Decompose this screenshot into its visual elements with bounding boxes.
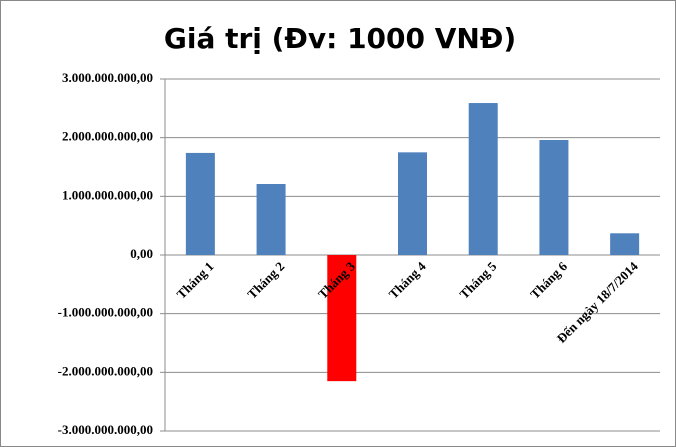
y-tick-label: -3.000.000.000,00 <box>58 422 153 437</box>
y-tick-label: -1.000.000.000,00 <box>58 305 153 320</box>
bar <box>610 233 640 255</box>
bar <box>398 152 427 255</box>
bar <box>539 140 569 255</box>
bar <box>185 152 215 255</box>
y-tick-label: 0,00 <box>130 246 153 261</box>
chart-title: Giá trị (Đv: 1000 VNĐ) <box>164 22 516 55</box>
bar <box>327 255 357 382</box>
y-tick-label: 2.000.000.000,00 <box>62 129 153 144</box>
bar <box>256 184 286 255</box>
y-tick-label: 1.000.000.000,00 <box>62 187 153 202</box>
y-tick-label: -2.000.000.000,00 <box>58 363 153 378</box>
bar <box>468 103 498 255</box>
y-tick-label: 3.000.000.000,00 <box>62 70 153 85</box>
